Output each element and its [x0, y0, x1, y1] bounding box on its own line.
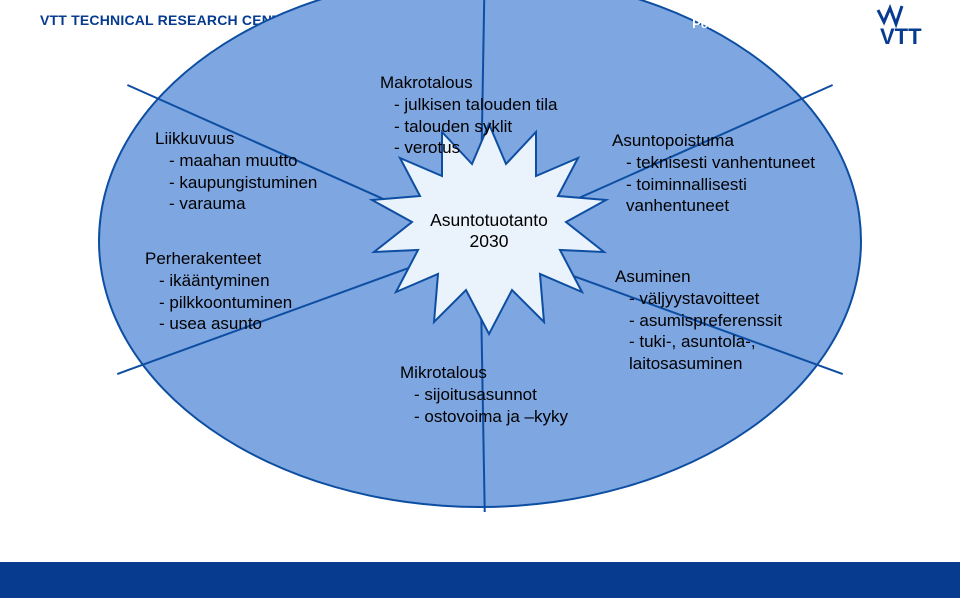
vtt-logo-icon: VTT — [872, 0, 954, 52]
block-item: - asumispreferenssit — [615, 310, 782, 332]
block-item: laitosasuminen — [615, 353, 782, 375]
starburst-line1: Asuntotuotanto — [366, 210, 612, 231]
block-item: - julkisen talouden tila — [380, 94, 557, 116]
block-head: Asuminen — [615, 266, 782, 288]
block-item: vanhentuneet — [612, 195, 815, 217]
vtt-logo: VTT — [872, 0, 954, 52]
header-meta: Pekka Pajakkala 10.8.2010 — [692, 16, 854, 31]
block-item: - ostovoima ja –kyky — [400, 406, 568, 428]
svg-text:VTT: VTT — [880, 24, 922, 49]
block-makro: Makrotalous - julkisen talouden tila - t… — [380, 72, 557, 159]
block-item: - varauma — [155, 193, 317, 215]
block-item: - kaupungistuminen — [155, 172, 317, 194]
starburst-label: Asuntotuotanto 2030 — [366, 210, 612, 253]
block-item: - teknisesti vanhentuneet — [612, 152, 815, 174]
block-item: - talouden syklit — [380, 116, 557, 138]
block-head: Asuntopoistuma — [612, 130, 815, 152]
block-head: Perherakenteet — [145, 248, 292, 270]
block-item: - verotus — [380, 137, 557, 159]
block-item: - väljyystavoitteet — [615, 288, 782, 310]
block-head: Mikrotalous — [400, 362, 568, 384]
block-item: - tuki-, asuntola-, — [615, 331, 782, 353]
slide: VTT TECHNICAL RESEARCH CENTRE OF FINLAND… — [0, 0, 960, 598]
block-liikkuvuus: Liikkuvuus - maahan muutto - kaupungistu… — [155, 128, 317, 215]
block-head: Liikkuvuus — [155, 128, 317, 150]
block-item: - maahan muutto — [155, 150, 317, 172]
block-item: - usea asunto — [145, 313, 292, 335]
block-asuminen: Asuminen - väljyystavoitteet - asumispre… — [615, 266, 782, 375]
block-perhe: Perherakenteet - ikääntyminen - pilkkoon… — [145, 248, 292, 335]
block-mikro: Mikrotalous - sijoitusasunnot - ostovoim… — [400, 362, 568, 427]
footer-band — [0, 562, 960, 598]
block-head: Makrotalous — [380, 72, 557, 94]
block-item: - sijoitusasunnot — [400, 384, 568, 406]
block-item: - toiminnallisesti — [612, 174, 815, 196]
block-item: - ikääntyminen — [145, 270, 292, 292]
starburst-line2: 2030 — [366, 231, 612, 252]
block-poistuma: Asuntopoistuma - teknisesti vanhentuneet… — [612, 130, 815, 217]
block-item: - pilkkoontuminen — [145, 292, 292, 314]
